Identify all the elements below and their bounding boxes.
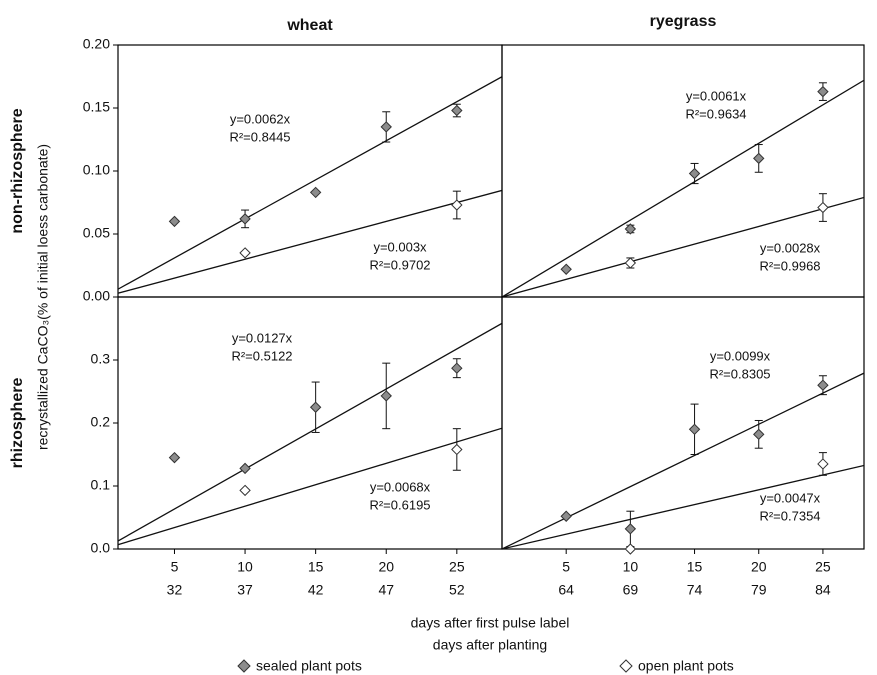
- fit-r2: R²=0.5122: [231, 348, 292, 363]
- x-tick-label: 74: [687, 582, 703, 598]
- panel-frame: [117, 296, 503, 550]
- x-tick-label: 64: [558, 582, 574, 598]
- fit-equation: y=0.0099x: [710, 348, 771, 363]
- x-tick-label: 15: [687, 559, 703, 575]
- fit-line: [502, 196, 864, 297]
- fit-r2: R²=0.9702: [369, 257, 430, 272]
- panel-frame: [501, 296, 865, 550]
- data-point: [451, 362, 463, 374]
- x-tick-label: 20: [378, 559, 394, 575]
- fit-line: [502, 79, 864, 297]
- fit-line: [502, 464, 864, 549]
- x-tick-label: 20: [751, 559, 767, 575]
- data-point: [624, 257, 637, 269]
- fit-line: [118, 427, 502, 546]
- row-title: non-rhizosphere: [9, 108, 26, 233]
- y-axis-label: recrystallized CaCO₃(% of initial loess …: [35, 144, 51, 450]
- data-point: [309, 401, 322, 413]
- x-tick-label: 42: [308, 582, 324, 598]
- x-tick-label: 37: [237, 582, 253, 598]
- fit-line: [118, 322, 502, 542]
- data-point: [451, 199, 463, 211]
- legend-label: sealed plant pots: [256, 658, 362, 674]
- data-point: [239, 462, 251, 475]
- fit-line: [502, 372, 864, 549]
- legend-label: open plant pots: [638, 658, 734, 674]
- x-tick-label: 10: [623, 559, 639, 575]
- fit-r2: R²=0.8305: [709, 366, 770, 381]
- data-point: [239, 484, 251, 497]
- fit-line: [118, 189, 502, 294]
- data-point: [753, 152, 765, 165]
- fit-r2: R²=0.9968: [759, 258, 820, 273]
- y-tick-label: 0.20: [83, 36, 110, 52]
- x-tick-label: 25: [815, 559, 831, 575]
- x-tick-label: 52: [449, 582, 465, 598]
- data-point: [688, 423, 701, 436]
- x-tick-label: 47: [378, 582, 394, 598]
- fit-equation: y=0.0061x: [686, 88, 747, 103]
- y-tick-label: 0.05: [83, 225, 110, 241]
- data-point: [753, 428, 765, 441]
- data-point: [239, 213, 251, 225]
- data-point: [560, 510, 572, 522]
- data-point: [560, 263, 572, 275]
- legend-marker: [619, 659, 633, 673]
- x-tick-label: 79: [751, 582, 767, 598]
- data-point: [624, 523, 637, 535]
- y-tick-label: 0.2: [91, 414, 111, 430]
- x-tick-label: 84: [815, 582, 831, 598]
- fit-equation: y=0.0062x: [230, 111, 291, 126]
- data-point: [451, 443, 463, 456]
- data-point: [239, 247, 251, 259]
- data-point: [817, 201, 829, 214]
- data-point: [624, 543, 637, 555]
- y-tick-label: 0.15: [83, 99, 110, 115]
- x-axis-label: days after first pulse label: [411, 615, 570, 631]
- y-tick-label: 0.10: [83, 162, 110, 178]
- x-tick-label: 5: [171, 559, 179, 575]
- data-point: [168, 215, 181, 228]
- x-tick-label: 25: [449, 559, 465, 575]
- fit-line: [118, 76, 502, 290]
- data-point: [817, 85, 829, 98]
- fit-equation: y=0.0127x: [232, 330, 293, 345]
- fit-r2: R²=0.7354: [759, 508, 820, 523]
- x-axis-label: days after planting: [433, 637, 547, 653]
- column-title: wheat: [286, 17, 333, 34]
- y-tick-label: 0.00: [83, 288, 110, 304]
- y-tick-label: 0.1: [91, 477, 111, 493]
- data-point: [380, 390, 392, 402]
- x-tick-label: 69: [623, 582, 639, 598]
- x-tick-label: 15: [308, 559, 324, 575]
- data-point: [168, 451, 181, 464]
- fit-equation: y=0.0068x: [370, 479, 431, 494]
- data-point: [817, 379, 829, 391]
- x-tick-label: 10: [237, 559, 253, 575]
- data-point: [817, 458, 829, 470]
- y-tick-label: 0.3: [91, 351, 111, 367]
- panel-frame: [117, 44, 503, 298]
- data-point: [451, 104, 463, 117]
- fit-r2: R²=0.6195: [369, 497, 430, 512]
- fit-equation: y=0.0028x: [760, 240, 821, 255]
- y-tick-label: 0.0: [91, 540, 111, 556]
- data-point: [309, 186, 322, 199]
- data-point: [624, 223, 637, 235]
- column-title: ryegrass: [650, 13, 717, 30]
- fit-equation: y=0.0047x: [760, 490, 821, 505]
- legend-marker: [237, 659, 251, 673]
- row-title: rhizosphere: [9, 378, 26, 469]
- fit-equation: y=0.003x: [373, 239, 427, 254]
- x-tick-label: 32: [167, 582, 183, 598]
- fit-r2: R²=0.9634: [685, 106, 746, 121]
- x-tick-label: 5: [562, 559, 570, 575]
- data-point: [380, 121, 392, 133]
- fit-r2: R²=0.8445: [229, 129, 290, 144]
- data-point: [688, 167, 701, 180]
